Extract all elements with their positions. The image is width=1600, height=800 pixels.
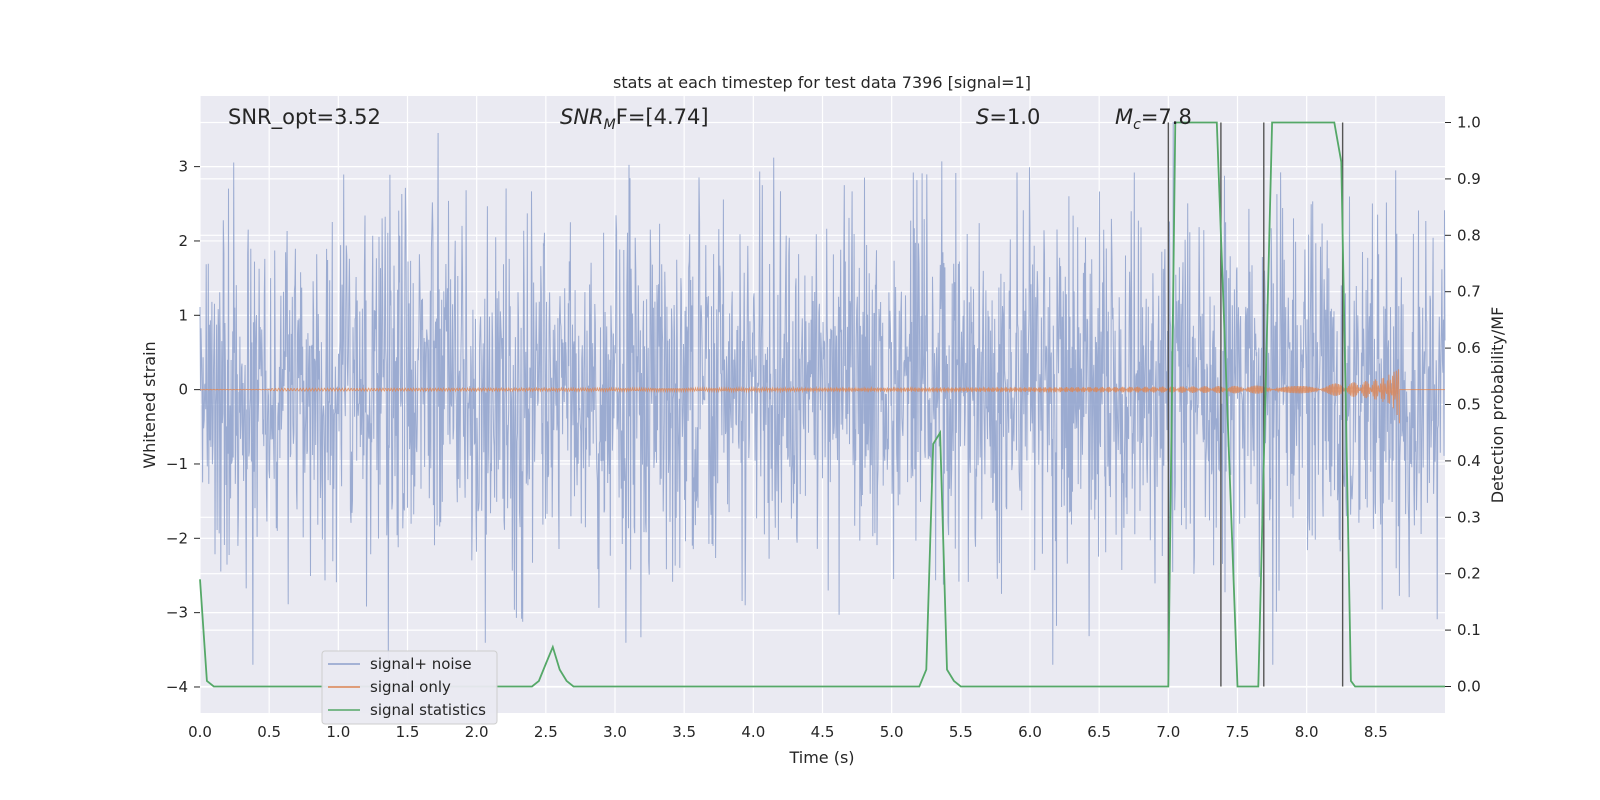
x-tick-label: 6.0: [1018, 723, 1042, 741]
y-right-tick-labels: 0.0 0.1 0.2 0.3 0.4 0.5 0.6 0.7 0.8 0.9 1.0: [1445, 114, 1481, 695]
y-right-tick-label: 0.5: [1457, 396, 1481, 414]
annotation-mc: Mc=7.8: [1115, 105, 1192, 133]
legend-label-noise: signal+ noise: [370, 655, 472, 673]
x-tick-label: 1.5: [396, 723, 420, 741]
chart-title: stats at each timestep for test data 739…: [613, 73, 1031, 92]
y-right-axis-label: Detection probability/MF: [1488, 307, 1507, 504]
x-tick-label: 2.0: [465, 723, 489, 741]
y-left-tick-label: 2: [178, 232, 188, 250]
y-right-tick-label: 1.0: [1457, 114, 1481, 132]
x-tick-label: 4.0: [741, 723, 765, 741]
signal-statistics-series: [199, 121, 1445, 688]
y-left-tick-label: 3: [178, 158, 188, 176]
signal-plus-noise-line: [199, 121, 1446, 665]
y-right-tick-label: 0.0: [1457, 677, 1481, 695]
x-tick-labels: 0.0 0.5 1.0 1.5 2.0 2.5 3.0 3.5 4.0 4.5 5.0 5.5 6.0 6…: [188, 723, 1388, 741]
annotation-snr-opt: SNR_opt=3.52: [228, 105, 381, 130]
x-tick-label: 4.5: [811, 723, 835, 741]
signal-plus-noise-series: [199, 121, 1446, 665]
y-right-tick-label: 0.1: [1457, 621, 1481, 639]
y-right-tick-label: 0.2: [1457, 565, 1481, 583]
x-tick-label: 0.0: [188, 723, 212, 741]
y-left-tick-label: 1: [178, 306, 188, 324]
y-left-tick-label: −2: [166, 529, 188, 547]
y-left-tick-labels: −4 −3 −2 −1 0 1 2 3: [166, 158, 200, 696]
y-left-tick-label: −1: [166, 455, 188, 473]
legend-label-stats: signal statistics: [370, 701, 486, 719]
x-tick-label: 5.5: [949, 723, 973, 741]
x-tick-label: 0.5: [257, 723, 281, 741]
x-tick-label: 7.5: [1226, 723, 1250, 741]
x-tick-label: 8.5: [1364, 723, 1388, 741]
x-tick-label: 3.5: [672, 723, 696, 741]
y-left-tick-label: −4: [166, 678, 188, 696]
signal-only-line: [199, 369, 1445, 424]
signal-statistics-line: [199, 121, 1445, 688]
y-left-tick-label: 0: [178, 381, 188, 399]
x-tick-label: 8.0: [1295, 723, 1319, 741]
y-left-tick-label: −3: [166, 604, 188, 622]
legend: signal+ noise signal only signal statist…: [321, 650, 498, 725]
x-axis-label: Time (s): [788, 748, 854, 767]
y-right-tick-label: 0.6: [1457, 339, 1481, 357]
legend-box: [321, 650, 498, 725]
y-left-axis-label: Whitened strain: [140, 341, 159, 468]
signal-only-series: [199, 369, 1445, 424]
y-right-tick-label: 0.3: [1457, 508, 1481, 526]
x-tick-label: 7.0: [1156, 723, 1180, 741]
y-right-tick-label: 0.7: [1457, 283, 1481, 301]
legend-label-signal: signal only: [370, 678, 451, 696]
annotation-s: S=1.0: [976, 105, 1040, 129]
y-right-tick-label: 0.4: [1457, 452, 1481, 470]
x-tick-label: 5.0: [880, 723, 904, 741]
y-right-tick-label: 0.8: [1457, 226, 1481, 244]
y-right-tick-label: 0.9: [1457, 170, 1481, 188]
x-tick-label: 2.5: [534, 723, 558, 741]
x-tick-label: 6.5: [1087, 723, 1111, 741]
x-tick-label: 1.0: [326, 723, 350, 741]
annotation-snr-mf: SNRMF=[4.74]: [560, 105, 709, 133]
x-tick-label: 3.0: [603, 723, 627, 741]
